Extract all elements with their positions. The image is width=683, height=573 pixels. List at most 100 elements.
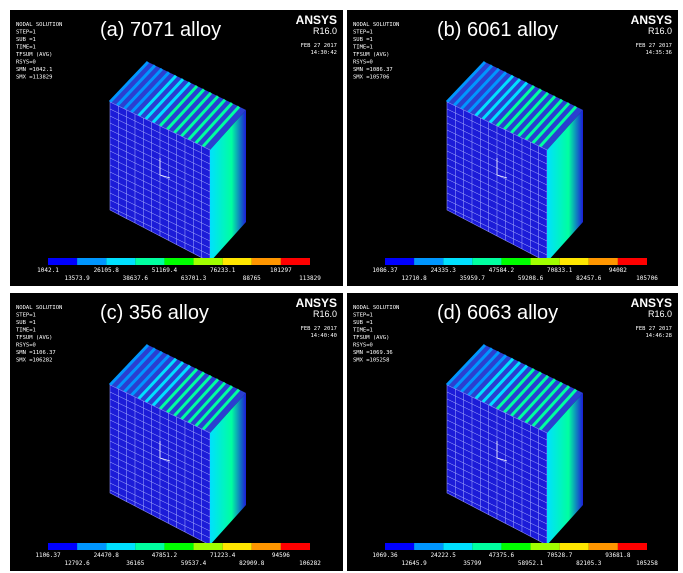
result-panel: NODAL SOLUTIONSTEP=1SUB =1TIME=1TFSUM (A… — [10, 293, 343, 571]
info-line: RSYS=0 — [16, 343, 36, 349]
info-line: RSYS=0 — [353, 343, 373, 349]
colorbar-band — [135, 258, 164, 265]
colorbar-label: 88765 — [243, 275, 261, 282]
info-line: TIME=1 — [353, 45, 373, 51]
time: 14:46:28 — [646, 333, 673, 339]
date: FEB 27 2017 — [636, 43, 672, 49]
colorbar-label: 94596 — [272, 552, 290, 559]
info-line: SUB =1 — [353, 320, 373, 326]
colorbar-label: 101297 — [270, 267, 292, 274]
info-line: SMN =1042.1 — [16, 67, 52, 73]
info-line: TFSUM (AVG) — [16, 335, 52, 341]
colorbar-label: 24222.5 — [431, 552, 457, 559]
colorbar-label: 47375.6 — [489, 552, 515, 559]
fin-block — [110, 62, 246, 262]
date: FEB 27 2017 — [301, 326, 337, 332]
colorbar-label: 47851.2 — [152, 552, 178, 559]
colorbar-label: 113829 — [299, 275, 321, 282]
colorbar-label: 70833.1 — [547, 267, 573, 274]
panel-label: (b) 6061 alloy — [437, 19, 558, 41]
info-line: NODAL SOLUTION — [353, 305, 399, 311]
colorbar-label: 35799 — [463, 560, 481, 567]
time: 14:30:42 — [311, 50, 338, 56]
colorbar-label: 105706 — [636, 275, 658, 282]
colorbar-label: 59208.6 — [518, 275, 544, 282]
colorbar-band — [194, 258, 223, 265]
colorbar-band — [281, 543, 310, 550]
info-line: NODAL SOLUTION — [16, 305, 62, 311]
info-line: TIME=1 — [16, 45, 36, 51]
colorbar-label: 82457.6 — [576, 275, 602, 282]
info-line: STEP=1 — [16, 313, 36, 319]
colorbar-band — [618, 543, 647, 550]
colorbar-label: 12645.9 — [401, 560, 427, 567]
info-line: SMN =1069.36 — [353, 350, 393, 356]
colorbar-label: 35959.7 — [460, 275, 486, 282]
colorbar-label: 93681.8 — [605, 552, 631, 559]
colorbar-label: 24335.3 — [431, 267, 457, 274]
colorbar-band — [252, 543, 281, 550]
colorbar-label: 12792.6 — [64, 560, 90, 567]
brand: ANSYS — [631, 13, 672, 27]
colorbar-band — [223, 258, 252, 265]
info-line: NODAL SOLUTION — [16, 22, 62, 28]
colorbar-label: 1106.37 — [35, 552, 61, 559]
version: R16.0 — [648, 309, 672, 319]
brand: ANSYS — [296, 296, 337, 310]
colorbar-band — [194, 543, 223, 550]
colorbar-band — [472, 258, 501, 265]
colorbar-band — [443, 258, 472, 265]
colorbar-label: 1069.36 — [372, 552, 398, 559]
colorbar-label: 1042.1 — [37, 267, 59, 274]
colorbar-band — [531, 543, 560, 550]
colorbar-label: 12710.8 — [401, 275, 427, 282]
info-line: TFSUM (AVG) — [353, 52, 389, 58]
colorbar-band — [414, 258, 443, 265]
colorbar-label: 106282 — [299, 560, 321, 567]
info-line: STEP=1 — [16, 30, 36, 36]
colorbar-label: 59537.4 — [181, 560, 207, 567]
colorbar-band — [281, 258, 310, 265]
colorbar-label: 36165 — [126, 560, 144, 567]
colorbar-label: 82105.3 — [576, 560, 602, 567]
info-line: SMX =105258 — [353, 358, 389, 364]
info-line: SMX =105706 — [353, 75, 389, 81]
info-line: TFSUM (AVG) — [16, 52, 52, 58]
colorbar-band — [77, 258, 106, 265]
colorbar-label: 13573.9 — [64, 275, 90, 282]
fin-block — [447, 62, 583, 262]
info-line: SMX =106282 — [16, 358, 52, 364]
colorbar-band — [472, 543, 501, 550]
colorbar-band — [589, 543, 618, 550]
version: R16.0 — [313, 26, 337, 36]
colorbar-band — [164, 543, 193, 550]
time: 14:35:36 — [646, 50, 673, 56]
colorbar-band — [414, 543, 443, 550]
info-line: SUB =1 — [353, 37, 373, 43]
panel-label: (d) 6063 alloy — [437, 302, 558, 324]
colorbar-label: 58952.1 — [518, 560, 544, 567]
date: FEB 27 2017 — [301, 43, 337, 49]
info-line: SMN =1106.37 — [16, 350, 56, 356]
info-line: RSYS=0 — [16, 60, 36, 66]
colorbar-label: 51169.4 — [152, 267, 178, 274]
fin-block — [447, 345, 583, 545]
version: R16.0 — [648, 26, 672, 36]
colorbar-label: 71223.4 — [210, 552, 236, 559]
colorbar-band — [164, 258, 193, 265]
colorbar-band — [106, 543, 135, 550]
info-line: NODAL SOLUTION — [353, 22, 399, 28]
info-line: STEP=1 — [353, 30, 373, 36]
figure: NODAL SOLUTIONSTEP=1SUB =1TIME=1TFSUM (A… — [0, 0, 683, 573]
info-line: SUB =1 — [16, 37, 36, 43]
panel-label: (c) 356 alloy — [100, 302, 209, 324]
date: FEB 27 2017 — [636, 326, 672, 332]
fin-block — [110, 345, 246, 545]
colorbar-label: 38637.6 — [123, 275, 149, 282]
colorbar-band — [560, 543, 589, 550]
colorbar-band — [443, 543, 472, 550]
info-line: SMX =113829 — [16, 75, 52, 81]
colorbar-band — [77, 543, 106, 550]
info-line: STEP=1 — [353, 313, 373, 319]
panel-label: (a) 7071 alloy — [100, 19, 221, 41]
